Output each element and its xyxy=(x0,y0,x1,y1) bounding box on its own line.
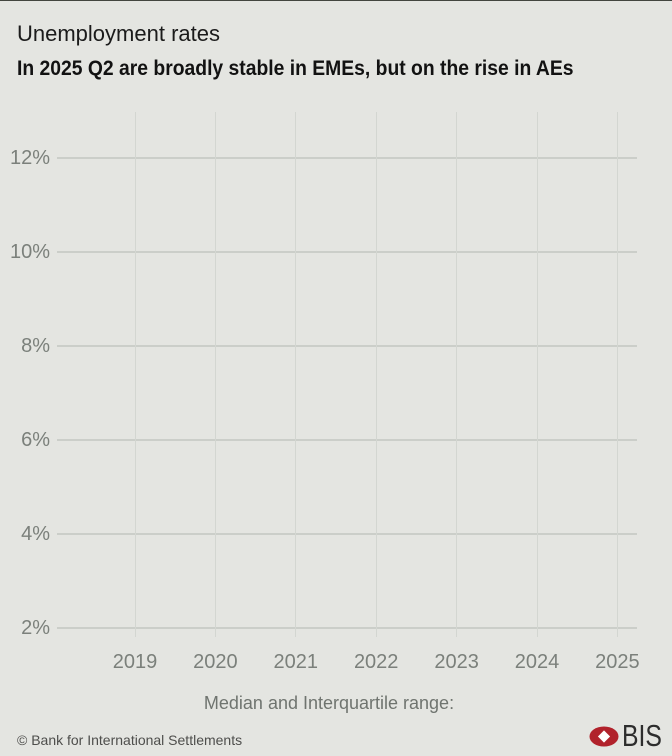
v-gridline xyxy=(456,112,458,637)
chart-subtitle: In 2025 Q2 are broadly stable in EMEs, b… xyxy=(17,57,574,80)
v-gridline xyxy=(616,112,618,637)
v-gridline xyxy=(536,112,538,637)
copyright-text: © Bank for International Settlements xyxy=(17,732,243,748)
x-tick-label: 2019 xyxy=(112,651,158,673)
y-tick-label: 12% xyxy=(9,147,50,169)
y-tick-label: 2% xyxy=(21,617,50,639)
h-gridline xyxy=(57,157,637,159)
x-tick-label: 2025 xyxy=(595,651,640,673)
y-tick-label: 10% xyxy=(9,241,50,263)
y-tick-label: 8% xyxy=(21,335,50,357)
x-tick-label: 2021 xyxy=(273,651,319,673)
y-tick-label: 6% xyxy=(21,429,50,451)
x-tick-label: 2024 xyxy=(514,651,560,673)
v-gridline xyxy=(134,112,136,637)
top-border xyxy=(0,0,672,1)
x-tick-label: 2020 xyxy=(193,651,238,673)
plot-area[interactable]: 12% 10% 8% 6% 4% 2% 2019 2020 2021 2022 2023 2024 20… xyxy=(0,0,672,700)
chart-title: Unemployment rates xyxy=(17,21,220,46)
x-tick-label: 2022 xyxy=(353,651,399,673)
h-gridline xyxy=(57,533,637,535)
x-tick-label: 2023 xyxy=(434,651,479,673)
y-tick-label: 4% xyxy=(21,523,50,545)
legend-label: Median and Interquartile range: xyxy=(203,693,455,713)
h-gridline xyxy=(57,345,637,347)
bis-logo-text: BIS xyxy=(622,718,662,752)
h-gridline xyxy=(57,251,637,253)
v-gridline xyxy=(214,112,216,637)
h-gridline xyxy=(57,627,637,629)
bis-logo[interactable]: BIS xyxy=(585,718,668,756)
h-gridline xyxy=(57,439,637,441)
v-gridline xyxy=(375,112,377,637)
v-gridline xyxy=(295,112,297,637)
